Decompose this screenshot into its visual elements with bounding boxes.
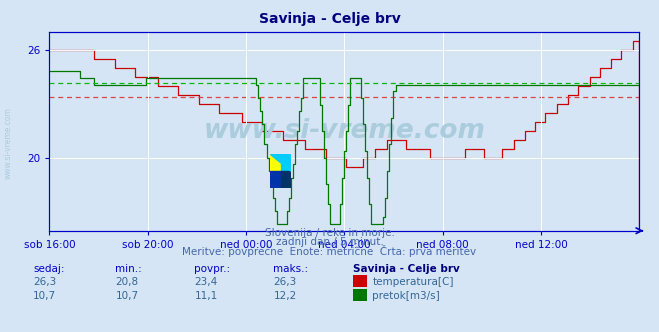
Polygon shape (281, 171, 291, 188)
Text: www.si-vreme.com: www.si-vreme.com (204, 118, 485, 144)
Text: Savinja - Celje brv: Savinja - Celje brv (258, 12, 401, 26)
Text: Meritve: povprečne  Enote: metrične  Črta: prva meritev: Meritve: povprečne Enote: metrične Črta:… (183, 245, 476, 257)
Text: zadnji dan / 5 minut.: zadnji dan / 5 minut. (275, 237, 384, 247)
Text: povpr.:: povpr.: (194, 264, 231, 274)
Text: Savinja - Celje brv: Savinja - Celje brv (353, 264, 459, 274)
Polygon shape (270, 171, 281, 188)
Text: 12,2: 12,2 (273, 291, 297, 301)
Text: 26,3: 26,3 (273, 277, 297, 287)
Text: 20,8: 20,8 (115, 277, 138, 287)
Text: 26,3: 26,3 (33, 277, 56, 287)
Polygon shape (281, 154, 291, 171)
Text: pretok[m3/s]: pretok[m3/s] (372, 291, 440, 301)
Text: sedaj:: sedaj: (33, 264, 65, 274)
Polygon shape (270, 154, 281, 171)
Text: 11,1: 11,1 (194, 291, 217, 301)
Text: 10,7: 10,7 (33, 291, 56, 301)
Text: Slovenija / reke in morje.: Slovenija / reke in morje. (264, 228, 395, 238)
Text: maks.:: maks.: (273, 264, 308, 274)
Text: 23,4: 23,4 (194, 277, 217, 287)
Text: min.:: min.: (115, 264, 142, 274)
Polygon shape (270, 154, 291, 171)
Text: temperatura[C]: temperatura[C] (372, 277, 454, 287)
Text: 10,7: 10,7 (115, 291, 138, 301)
Text: www.si-vreme.com: www.si-vreme.com (3, 107, 13, 179)
